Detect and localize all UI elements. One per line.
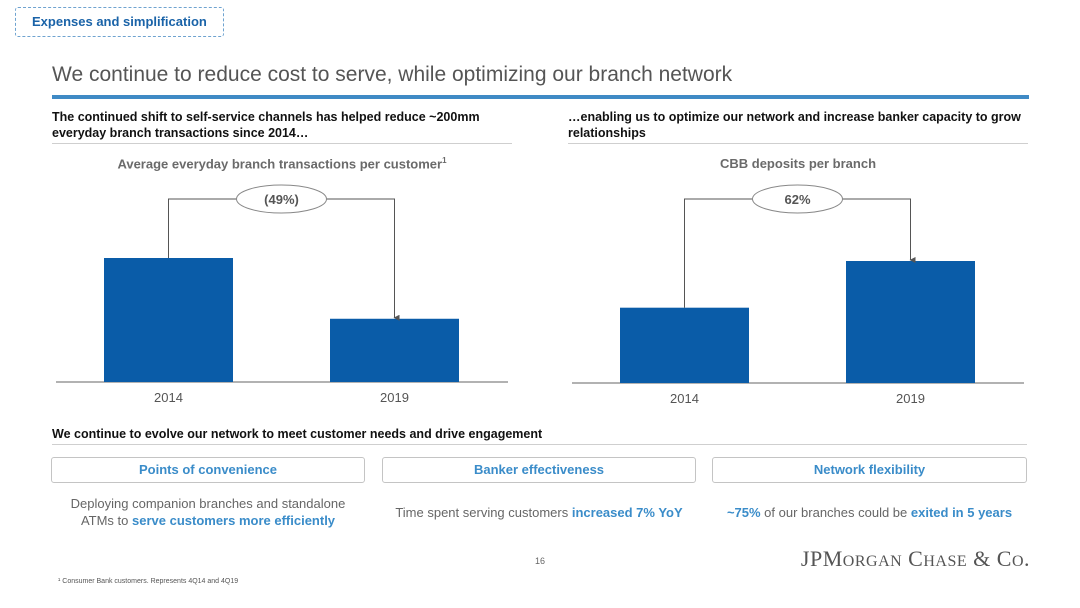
pillar-desc-banker: Time spent serving customers increased 7… xyxy=(382,504,696,521)
pillar-desc-banker-plain: Time spent serving customers xyxy=(395,505,572,520)
left-chart-bar-2019 xyxy=(330,318,459,382)
left-chart-bar-2014 xyxy=(104,258,233,382)
pillar-title-banker: Banker effectiveness xyxy=(382,457,696,483)
pillar-desc-network-plain: of our branches could be xyxy=(760,505,911,520)
pillar-desc-convenience-plain: Deploying companion branches and standal… xyxy=(70,496,346,528)
pillar-desc-convenience-bold: serve customers more efficiently xyxy=(132,513,336,528)
company-logo: JPMORGAN CHASE & CO. xyxy=(800,546,1030,571)
pillar-desc-convenience: Deploying companion branches and standal… xyxy=(62,495,354,529)
footnote: ¹ Consumer Bank customers. Represents 4Q… xyxy=(58,578,239,585)
right-chart-change-label: 62% xyxy=(784,192,810,207)
right-chart-title: CBB deposits per branch xyxy=(719,156,877,171)
left-chart-change-badge xyxy=(236,184,327,214)
section-tag: Expenses and simplification xyxy=(15,7,224,37)
right-chart-bar-2014 xyxy=(620,307,749,383)
left-chart-tick-2014: 2014 xyxy=(154,390,183,405)
right-bar-chart: 2014 2019 62% xyxy=(572,184,1024,406)
left-chart-tick-2019: 2019 xyxy=(380,390,409,405)
pillar-desc-network-lead: ~75% xyxy=(726,505,761,520)
page-title: We continue to reduce cost to serve, whi… xyxy=(52,63,733,86)
left-bar-chart: 2014 2019 (49%) xyxy=(56,184,508,405)
right-chart-tick-2014: 2014 xyxy=(670,391,699,406)
pillar-desc-network-bold: exited in 5 years xyxy=(910,505,1013,520)
page-number: 16 xyxy=(535,556,546,566)
footnote-mark: 1 xyxy=(442,156,447,165)
pillar-desc-network: ~75% of our branches could be exited in … xyxy=(712,504,1027,521)
pillar-title-network: Network flexibility xyxy=(712,457,1027,483)
right-column-heading: …enabling us to optimize our network and… xyxy=(568,109,1028,144)
left-chart-title: Average everyday branch transactions per… xyxy=(52,156,512,171)
right-chart-bar-2019 xyxy=(846,261,975,383)
right-chart-tick-2019: 2019 xyxy=(896,391,925,406)
left-chart-change-label: (49%) xyxy=(264,192,299,207)
evolve-heading: We continue to evolve our network to mee… xyxy=(52,427,1027,445)
left-chart-title-text: Average everyday branch transactions per… xyxy=(117,156,443,172)
title-rule xyxy=(52,95,1029,99)
right-chart-change-badge xyxy=(752,184,843,214)
pillar-desc-banker-bold: increased 7% YoY xyxy=(571,505,683,520)
pillar-title-convenience: Points of convenience xyxy=(51,457,365,483)
left-column-heading: The continued shift to self-service chan… xyxy=(52,109,512,144)
